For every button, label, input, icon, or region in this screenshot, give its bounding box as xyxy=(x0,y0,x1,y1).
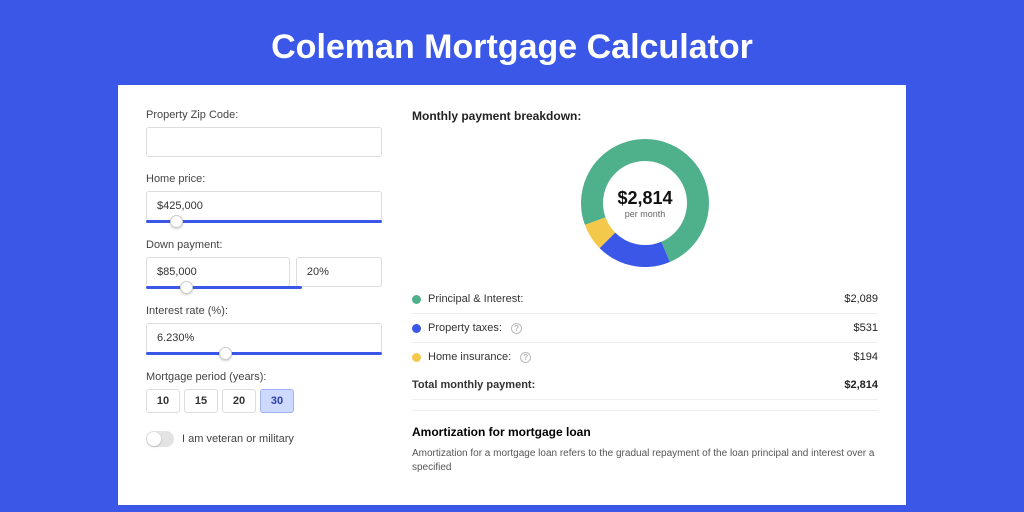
legend-dot-icon xyxy=(412,353,421,362)
period-label: Mortgage period (years): xyxy=(146,371,382,383)
period-options: 10152030 xyxy=(146,389,382,413)
legend-total-label: Total monthly payment: xyxy=(412,379,535,391)
legend-total-value: $2,814 xyxy=(844,379,878,391)
home-price-slider[interactable] xyxy=(146,220,382,223)
period-option-30[interactable]: 30 xyxy=(260,389,294,413)
amortization-title: Amortization for mortgage loan xyxy=(412,425,878,439)
breakdown-column: Monthly payment breakdown: $2,814 per mo… xyxy=(412,109,878,505)
donut-center: $2,814 per month xyxy=(581,139,709,267)
donut-amount: $2,814 xyxy=(617,188,672,209)
legend-dot-icon xyxy=(412,324,421,333)
donut-chart: $2,814 per month xyxy=(581,139,709,267)
amortization-text: Amortization for a mortgage loan refers … xyxy=(412,447,878,475)
legend-label: Principal & Interest: xyxy=(428,293,523,305)
down-payment-group: Down payment: xyxy=(146,239,382,289)
home-price-slider-thumb[interactable] xyxy=(170,215,183,228)
period-group: Mortgage period (years): 10152030 xyxy=(146,371,382,413)
down-payment-slider-thumb[interactable] xyxy=(180,281,193,294)
form-column: Property Zip Code: Home price: Down paym… xyxy=(146,109,382,505)
home-price-label: Home price: xyxy=(146,173,382,185)
legend-row: Home insurance:? $194 xyxy=(412,343,878,371)
legend-list: Principal & Interest: $2,089 Property taxe… xyxy=(412,285,878,371)
amortization-section: Amortization for mortgage loan Amortizat… xyxy=(412,410,878,475)
breakdown-title: Monthly payment breakdown: xyxy=(412,109,878,123)
zip-field-group: Property Zip Code: xyxy=(146,109,382,157)
period-option-10[interactable]: 10 xyxy=(146,389,180,413)
donut-sub: per month xyxy=(625,209,666,219)
calculator-card: Property Zip Code: Home price: Down paym… xyxy=(118,85,906,505)
legend-value: $531 xyxy=(854,322,878,334)
down-payment-percent-input[interactable] xyxy=(296,257,382,287)
down-payment-amount-input[interactable] xyxy=(146,257,290,287)
period-option-15[interactable]: 15 xyxy=(184,389,218,413)
home-price-group: Home price: xyxy=(146,173,382,223)
interest-rate-label: Interest rate (%): xyxy=(146,305,382,317)
legend-dot-icon xyxy=(412,295,421,304)
page-title: Coleman Mortgage Calculator xyxy=(0,0,1024,85)
veteran-row: I am veteran or military xyxy=(146,431,382,447)
legend-row: Principal & Interest: $2,089 xyxy=(412,285,878,314)
period-option-20[interactable]: 20 xyxy=(222,389,256,413)
down-payment-label: Down payment: xyxy=(146,239,382,251)
donut-wrap: $2,814 per month xyxy=(412,133,878,285)
info-icon[interactable]: ? xyxy=(511,323,522,334)
interest-rate-slider-thumb[interactable] xyxy=(219,347,232,360)
zip-input[interactable] xyxy=(146,127,382,157)
info-icon[interactable]: ? xyxy=(520,352,531,363)
down-payment-slider[interactable] xyxy=(146,286,302,289)
interest-rate-slider[interactable] xyxy=(146,352,382,355)
veteran-toggle[interactable] xyxy=(146,431,174,447)
veteran-label: I am veteran or military xyxy=(182,433,294,445)
legend-row: Property taxes:? $531 xyxy=(412,314,878,343)
legend-label: Home insurance: xyxy=(428,351,511,363)
legend-value: $2,089 xyxy=(844,293,878,305)
legend-value: $194 xyxy=(854,351,878,363)
legend-label: Property taxes: xyxy=(428,322,502,334)
zip-label: Property Zip Code: xyxy=(146,109,382,121)
legend-total-row: Total monthly payment: $2,814 xyxy=(412,371,878,400)
interest-rate-input[interactable] xyxy=(146,323,382,353)
interest-rate-group: Interest rate (%): xyxy=(146,305,382,355)
